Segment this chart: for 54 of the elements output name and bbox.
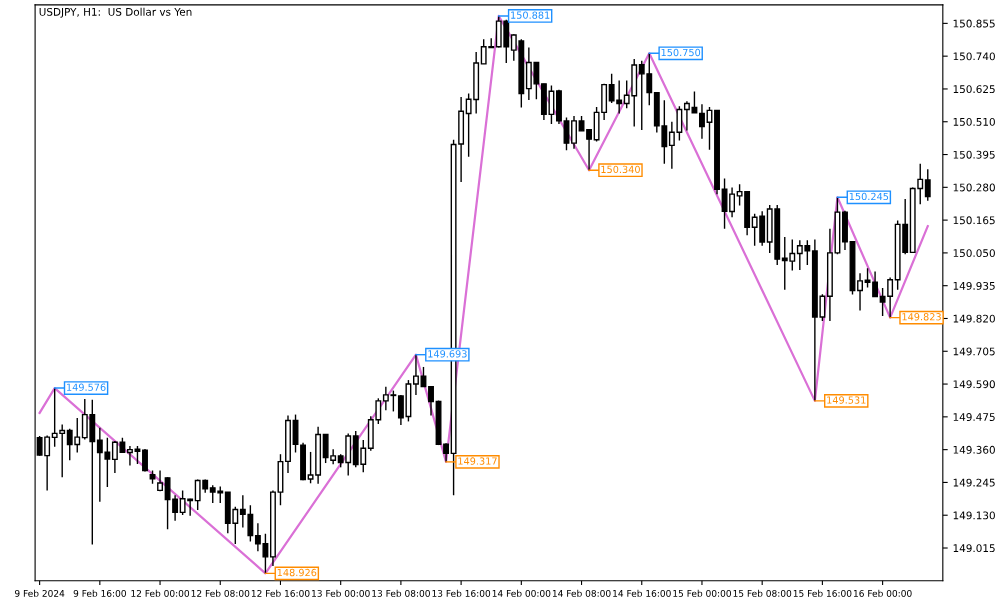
y-tick-label: 149.015 <box>953 544 995 553</box>
y-tick-label: 149.130 <box>953 511 995 520</box>
y-tick-label: 149.360 <box>953 445 995 454</box>
x-tick-label: 13 Feb 00:00 <box>312 589 370 597</box>
data-label: 149.693 <box>428 350 467 358</box>
y-tick-label: 149.935 <box>953 281 995 290</box>
data-label: 150.340 <box>601 165 640 174</box>
y-tick-label: 150.280 <box>953 183 995 192</box>
data-label: 149.823 <box>902 313 941 321</box>
x-tick-label: 15 Feb 16:00 <box>793 589 852 597</box>
x-tick-label: 14 Feb 08:00 <box>552 589 611 597</box>
x-tick-label: 16 Feb 00:00 <box>853 589 912 597</box>
data-label: 149.317 <box>458 457 497 465</box>
candlestick <box>699 103 705 140</box>
data-label: 150.881 <box>511 11 550 19</box>
y-tick-label: 150.165 <box>953 216 995 225</box>
y-tick-label: 150.510 <box>953 117 995 126</box>
candlestick <box>857 272 863 312</box>
candlestick <box>586 129 593 171</box>
candlestick <box>142 448 148 473</box>
data-label: 150.245 <box>849 192 889 201</box>
x-tick-label: 13 Feb 08:00 <box>372 589 430 597</box>
y-tick-label: 150.050 <box>953 249 995 258</box>
candlestick <box>413 353 419 396</box>
x-tick-label: 15 Feb 08:00 <box>733 589 792 597</box>
y-tick-label: 149.705 <box>953 347 995 356</box>
x-tick-label: 12 Feb 16:00 <box>251 589 310 597</box>
data-label: 149.531 <box>827 396 866 404</box>
y-tick-label: 149.475 <box>953 413 995 421</box>
y-tick-label: 149.245 <box>953 478 995 487</box>
candlestick <box>126 445 133 467</box>
x-tick-label: 12 Feb 08:00 <box>191 589 250 597</box>
x-tick-label: 9 Feb 16:00 <box>73 589 126 597</box>
candlestick <box>729 186 736 218</box>
data-label: 150.750 <box>661 48 701 57</box>
x-tick-label: 15 Feb 00:00 <box>673 589 731 597</box>
candlestick <box>443 442 450 463</box>
x-tick-label: 13 Feb 16:00 <box>432 589 491 597</box>
y-tick-label: 150.855 <box>953 19 995 28</box>
y-tick-label: 150.740 <box>953 52 995 61</box>
chart-title: USDJPY, H1: US Dollar vs Yen <box>39 7 192 18</box>
x-tick-label: 9 Feb 2024 <box>14 589 65 597</box>
y-tick-label: 150.395 <box>953 150 995 159</box>
x-tick-label: 14 Feb 16:00 <box>613 589 671 597</box>
candlestick <box>571 115 577 150</box>
y-tick-label: 149.820 <box>953 314 995 323</box>
x-tick-label: 14 Feb 00:00 <box>492 589 551 597</box>
y-tick-label: 149.590 <box>953 380 995 389</box>
data-label: 149.576 <box>67 383 106 391</box>
candlestick <box>428 385 434 417</box>
y-tick-label: 150.625 <box>953 85 995 94</box>
x-tick-label: 12 Feb 00:00 <box>131 589 190 597</box>
candlestick <box>924 168 931 202</box>
data-label: 148.926 <box>277 568 317 577</box>
